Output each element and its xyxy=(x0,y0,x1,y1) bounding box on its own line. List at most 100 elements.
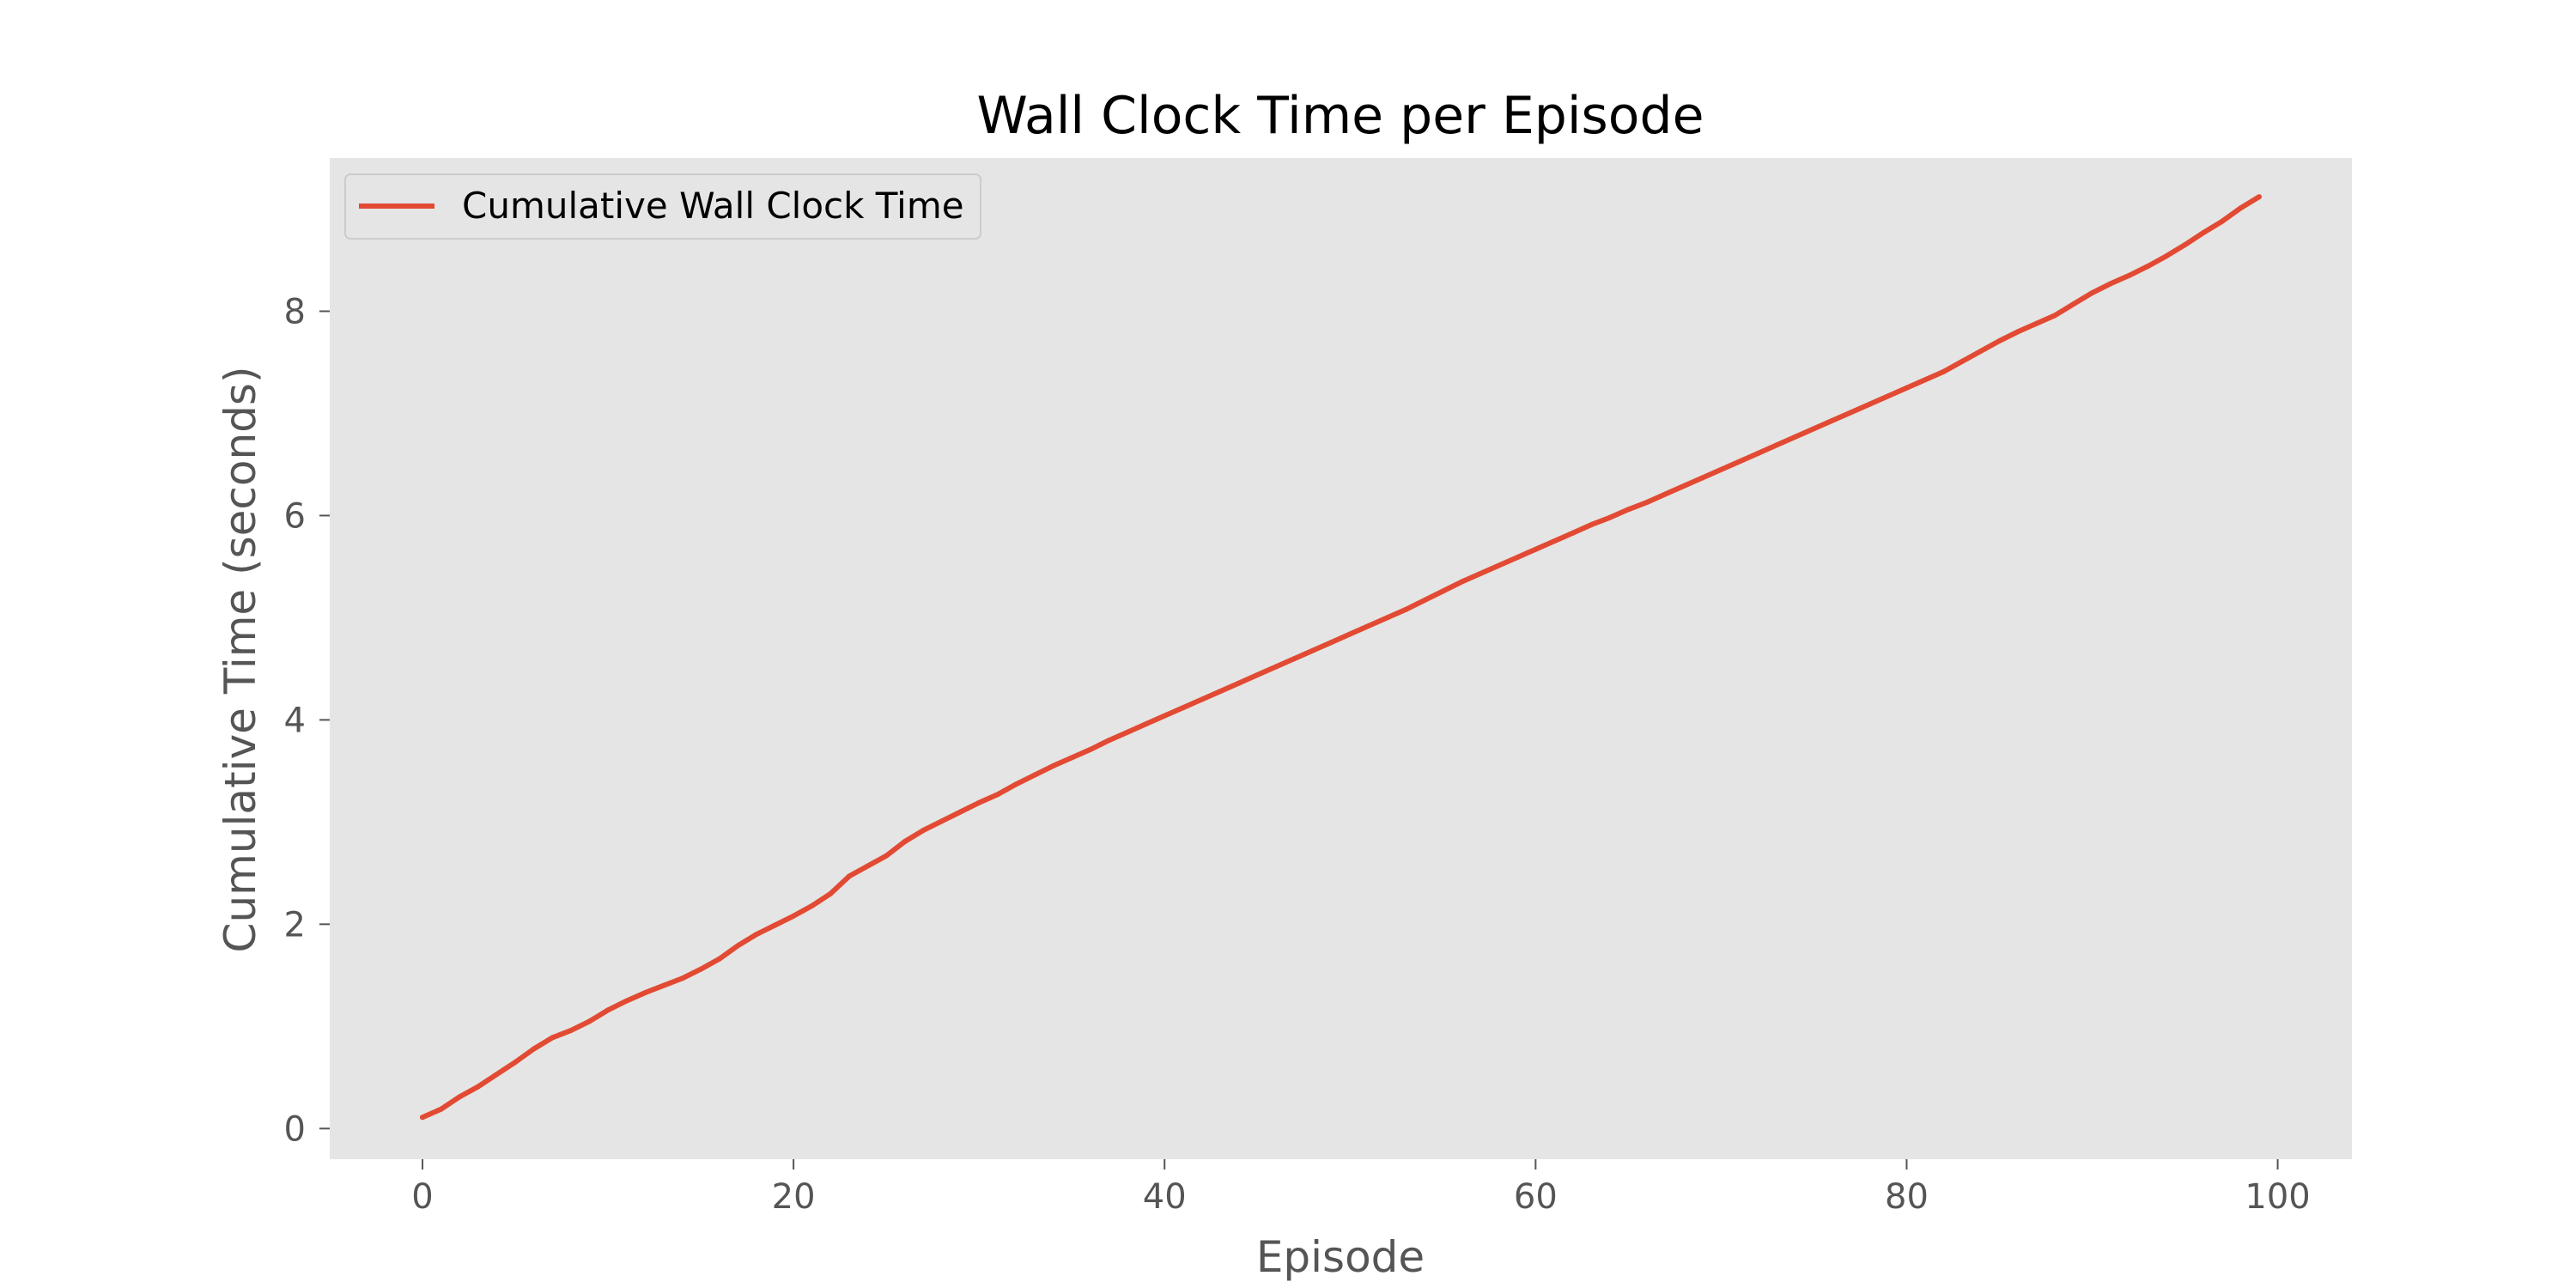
data-point xyxy=(957,809,963,815)
data-point xyxy=(1552,538,1557,544)
data-point xyxy=(1811,426,1817,432)
data-point xyxy=(2033,320,2039,326)
data-point xyxy=(2052,313,2058,319)
data-point xyxy=(531,1046,537,1052)
data-point xyxy=(550,1035,556,1041)
legend-label: Cumulative Wall Clock Time xyxy=(462,185,964,227)
data-point xyxy=(994,792,1000,798)
data-point xyxy=(1291,656,1297,661)
data-point xyxy=(1199,696,1205,702)
data-point xyxy=(1923,377,1929,383)
data-point xyxy=(2126,272,2132,278)
data-point xyxy=(1087,746,1093,752)
y-axis-label: Cumulative Time (seconds) xyxy=(216,367,265,953)
data-point xyxy=(1959,358,1965,364)
data-point xyxy=(457,1094,463,1100)
data-point xyxy=(1848,410,1854,416)
data-point xyxy=(1273,664,1279,670)
data-point xyxy=(1533,546,1539,552)
data-point xyxy=(2108,281,2114,287)
data-point xyxy=(494,1072,500,1078)
plot-area xyxy=(330,158,2352,1159)
data-point xyxy=(2182,242,2188,248)
data-point xyxy=(939,818,945,824)
data-point xyxy=(1699,475,1705,481)
data-point xyxy=(1050,762,1056,769)
data-point xyxy=(735,943,741,949)
data-point xyxy=(1236,680,1242,686)
data-point xyxy=(2201,229,2207,235)
data-point xyxy=(1458,579,1464,585)
data-point xyxy=(1792,434,1798,440)
data-point xyxy=(2145,264,2151,270)
data-point xyxy=(1755,450,1761,456)
data-point xyxy=(1737,459,1742,465)
data-point xyxy=(847,873,852,879)
data-point xyxy=(642,990,648,996)
data-point xyxy=(1125,729,1130,735)
data-point xyxy=(679,975,685,981)
data-point xyxy=(698,966,704,972)
data-point xyxy=(1662,491,1668,497)
data-point xyxy=(2219,218,2225,224)
data-point xyxy=(1607,514,1613,520)
data-point xyxy=(791,913,797,919)
data-point xyxy=(1106,738,1112,744)
data-point xyxy=(1514,555,1520,561)
data-point xyxy=(828,890,834,896)
data-point xyxy=(586,1018,592,1024)
data-point xyxy=(1069,755,1075,761)
data-point xyxy=(660,982,666,988)
data-point xyxy=(2257,194,2262,200)
data-point xyxy=(1941,368,1947,374)
data-point xyxy=(1570,530,1576,536)
data-point xyxy=(1477,571,1483,577)
series-line-cumulative-wall-clock-time xyxy=(420,194,2262,1121)
y-tick-label: 0 xyxy=(284,1109,306,1149)
data-point xyxy=(1143,721,1149,727)
data-point xyxy=(976,799,982,805)
data-point xyxy=(1013,781,1019,787)
data-point xyxy=(772,922,778,928)
data-point xyxy=(884,853,890,859)
y-axis: 0 2 4 6 8 xyxy=(284,292,330,1149)
data-point xyxy=(1774,442,1780,448)
x-tick-label: 20 xyxy=(772,1177,816,1217)
data-point xyxy=(513,1060,519,1065)
data-point xyxy=(1218,689,1224,695)
data-point xyxy=(1496,562,1502,568)
data-point xyxy=(1328,640,1334,645)
data-point xyxy=(1996,338,2002,343)
data-point xyxy=(1347,631,1353,637)
data-point xyxy=(1310,647,1316,653)
data-point xyxy=(1625,507,1631,513)
data-point xyxy=(1867,401,1873,407)
data-point xyxy=(2089,290,2095,296)
data-point xyxy=(1403,606,1409,612)
x-tick-label: 80 xyxy=(1885,1177,1929,1217)
y-tick-label: 4 xyxy=(284,701,306,740)
data-point xyxy=(1644,500,1649,505)
data-point xyxy=(475,1084,481,1090)
data-point xyxy=(1978,348,1984,354)
data-point xyxy=(1365,623,1371,629)
data-point xyxy=(2238,205,2244,211)
data-point xyxy=(1718,466,1724,472)
x-tick-label: 60 xyxy=(1514,1177,1558,1217)
data-point xyxy=(568,1028,574,1034)
data-point xyxy=(1255,672,1261,677)
legend: Cumulative Wall Clock Time xyxy=(344,173,981,240)
x-axis: 0 20 40 60 80 100 xyxy=(411,1159,2311,1217)
data-point xyxy=(1162,713,1168,719)
chart-title: Wall Clock Time per Episode xyxy=(976,86,1704,146)
data-point xyxy=(420,1115,425,1121)
data-point xyxy=(753,932,759,938)
legend-box xyxy=(344,173,981,240)
x-tick-label: 100 xyxy=(2245,1177,2310,1217)
data-point xyxy=(1904,385,1910,391)
data-point xyxy=(1440,588,1446,594)
data-point xyxy=(438,1106,444,1112)
data-point xyxy=(2015,329,2021,335)
data-point xyxy=(1421,598,1427,604)
data-point xyxy=(865,863,871,869)
